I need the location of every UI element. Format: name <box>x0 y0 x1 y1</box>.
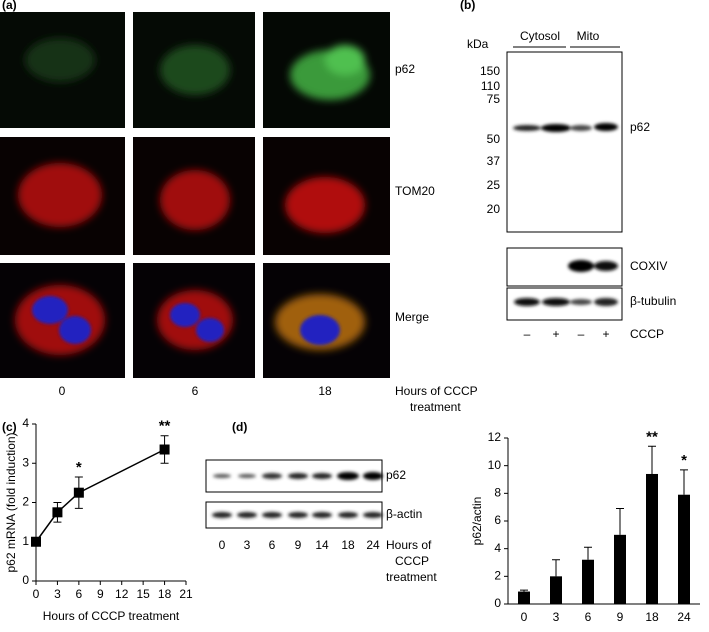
axis-title: treatment <box>410 400 461 414</box>
y-tick-label: 2 <box>494 569 501 583</box>
blot-label: β-actin <box>386 507 422 521</box>
x-tick-label: 3 <box>54 587 61 601</box>
lane-label: 9 <box>295 538 302 552</box>
row-label: p62 <box>395 62 415 76</box>
blot <box>506 51 623 233</box>
panel-label: (c) <box>2 420 17 434</box>
blot-label: COXIV <box>630 259 667 273</box>
y-tick-label: 8 <box>494 486 501 500</box>
bands <box>513 123 618 306</box>
blot-label: p62 <box>630 120 650 134</box>
group-label: Cytosol <box>520 29 560 43</box>
lane-label: 24 <box>366 538 380 552</box>
y-tick-label: 4 <box>22 416 29 430</box>
marker-label: 20 <box>487 202 501 216</box>
column-label: 0 <box>59 384 66 398</box>
marker-label: 37 <box>487 154 501 168</box>
marker-label: 110 <box>481 79 500 93</box>
treatment-sign: + <box>602 327 609 341</box>
bands <box>212 472 383 518</box>
marker-label: 150 <box>480 64 500 78</box>
error-bar <box>74 476 83 509</box>
x-tick-label: 6 <box>585 610 592 624</box>
row-label: Merge <box>395 310 429 324</box>
unit-label: kDa <box>467 37 489 51</box>
axis-title: treatment <box>386 570 437 584</box>
error-bar <box>520 589 528 592</box>
panel-label: (d) <box>232 420 247 434</box>
x-tick-label: 0 <box>33 587 40 601</box>
treatment-sign: – <box>524 327 531 341</box>
error-bar <box>648 445 656 474</box>
micrographs <box>0 12 390 378</box>
marker <box>159 444 170 455</box>
error-bar <box>680 469 688 495</box>
y-tick-label: 1 <box>22 534 29 548</box>
y-axis-label: p62 mRNA (fold induction) <box>4 432 18 572</box>
error-bar <box>584 546 592 560</box>
treatment-sign: – <box>578 327 585 341</box>
y-tick-label: 0 <box>22 573 29 587</box>
significance: ** <box>159 418 171 435</box>
y-tick-label: 4 <box>494 541 501 555</box>
bar <box>614 534 626 604</box>
x-tick-label: 18 <box>645 610 659 624</box>
axis-title: Hours of <box>386 538 432 552</box>
marker-label: 25 <box>487 178 501 192</box>
lane-label: 6 <box>269 538 276 552</box>
marker-label: 75 <box>487 92 501 106</box>
group-label: Mito <box>577 29 600 43</box>
blot-label: β-tubulin <box>630 294 676 308</box>
x-tick-label: 3 <box>553 610 560 624</box>
x-tick-label: 0 <box>521 610 528 624</box>
lane-label: 0 <box>219 538 226 552</box>
y-tick-label: 3 <box>22 455 29 469</box>
axis-title: Hours of CCCP <box>395 384 478 398</box>
marker <box>52 507 63 518</box>
bar <box>550 576 562 604</box>
marker <box>73 487 84 498</box>
error-bar <box>616 508 624 535</box>
x-axis-label: Hours of CCCP treatment <box>43 609 180 623</box>
error-bar <box>552 559 560 577</box>
y-tick-label: 2 <box>22 495 29 509</box>
row-label: TOM20 <box>395 184 435 198</box>
x-tick-label: 18 <box>158 587 172 601</box>
bar <box>678 494 690 604</box>
y-axis-label: p62/actin <box>470 497 484 546</box>
marker <box>31 536 41 547</box>
x-tick-label: 15 <box>136 587 150 601</box>
column-label: 18 <box>318 384 332 398</box>
bar <box>646 473 658 604</box>
treatment-sign: + <box>552 327 559 341</box>
panel-label: (a) <box>2 0 17 12</box>
blot-label: p62 <box>386 468 406 482</box>
lane-label: 18 <box>341 538 355 552</box>
bar <box>518 591 530 604</box>
x-tick-label: 12 <box>115 587 129 601</box>
y-tick-label: 10 <box>488 458 502 472</box>
significance: ** <box>646 428 658 445</box>
x-tick-label: 21 <box>179 587 193 601</box>
column-label: 6 <box>192 384 199 398</box>
y-tick-label: 12 <box>488 430 502 444</box>
x-tick-label: 6 <box>76 587 83 601</box>
y-tick-label: 6 <box>494 513 501 527</box>
error-bar <box>160 435 169 464</box>
axis-title: CCCP <box>395 554 429 568</box>
x-tick-label: 24 <box>677 610 691 624</box>
panel-label: (b) <box>460 0 475 12</box>
x-tick-label: 9 <box>97 587 104 601</box>
marker-label: 50 <box>487 132 501 146</box>
significance: * <box>681 452 687 469</box>
treatment-label: CCCP <box>630 327 664 341</box>
bar <box>582 559 594 604</box>
significance: * <box>76 459 82 476</box>
y-tick-label: 0 <box>494 596 501 610</box>
lane-label: 14 <box>315 538 329 552</box>
line <box>35 448 165 543</box>
lane-label: 3 <box>244 538 251 552</box>
x-tick-label: 9 <box>617 610 624 624</box>
